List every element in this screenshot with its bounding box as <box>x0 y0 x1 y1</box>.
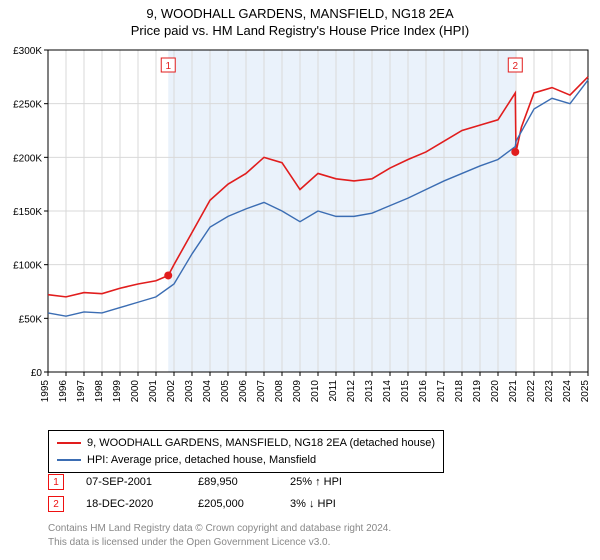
svg-text:2: 2 <box>512 61 518 72</box>
page-title: 9, WOODHALL GARDENS, MANSFIELD, NG18 2EA <box>0 6 600 21</box>
sale-date: 07-SEP-2001 <box>86 476 176 488</box>
svg-text:2009: 2009 <box>292 380 303 403</box>
page-subtitle: Price paid vs. HM Land Registry's House … <box>0 23 600 38</box>
svg-text:2002: 2002 <box>166 380 177 403</box>
svg-text:2016: 2016 <box>418 380 429 403</box>
svg-text:2013: 2013 <box>364 380 375 403</box>
svg-text:1996: 1996 <box>58 380 69 403</box>
svg-text:2019: 2019 <box>472 380 483 403</box>
legend-item: HPI: Average price, detached house, Mans… <box>57 452 435 469</box>
sale-price: £89,950 <box>198 476 268 488</box>
svg-text:2018: 2018 <box>454 380 465 403</box>
svg-text:£0: £0 <box>31 368 43 379</box>
sale-row: 1 07-SEP-2001 £89,950 25% ↑ HPI <box>48 474 380 490</box>
svg-text:2014: 2014 <box>382 380 393 403</box>
svg-text:2025: 2025 <box>580 380 591 403</box>
legend-item: 9, WOODHALL GARDENS, MANSFIELD, NG18 2EA… <box>57 435 435 452</box>
svg-text:1999: 1999 <box>112 380 123 403</box>
svg-text:2008: 2008 <box>274 380 285 403</box>
svg-text:£150K: £150K <box>13 207 42 218</box>
price-chart: £0 £50K £100K £150K £200K £250K £300K 1995 1996 1… <box>0 42 600 422</box>
sale-rows: 1 07-SEP-2001 £89,950 25% ↑ HPI 2 18-DEC-2020… <box>48 474 380 518</box>
svg-text:1997: 1997 <box>76 380 87 403</box>
sale-marker: 1 <box>48 474 64 490</box>
svg-text:2007: 2007 <box>256 380 267 403</box>
svg-text:2004: 2004 <box>202 380 213 403</box>
sale-pct: 3% ↓ HPI <box>290 498 380 510</box>
svg-text:£300K: £300K <box>13 46 42 57</box>
svg-text:2012: 2012 <box>346 380 357 403</box>
svg-text:2006: 2006 <box>238 380 249 403</box>
legend: 9, WOODHALL GARDENS, MANSFIELD, NG18 2EA… <box>48 430 444 473</box>
svg-text:1998: 1998 <box>94 380 105 403</box>
svg-text:2000: 2000 <box>130 380 141 403</box>
legend-swatch <box>57 459 81 461</box>
svg-text:2003: 2003 <box>184 380 195 403</box>
attribution: Contains HM Land Registry data © Crown c… <box>48 522 391 549</box>
sale-row: 2 18-DEC-2020 £205,000 3% ↓ HPI <box>48 496 380 512</box>
svg-text:2020: 2020 <box>490 380 501 403</box>
svg-text:£50K: £50K <box>19 314 43 325</box>
attribution-line: Contains HM Land Registry data © Crown c… <box>48 522 391 536</box>
sale-pct: 25% ↑ HPI <box>290 476 380 488</box>
svg-text:2011: 2011 <box>328 380 339 402</box>
svg-text:£250K: £250K <box>13 100 42 111</box>
svg-text:2017: 2017 <box>436 380 447 403</box>
svg-text:2005: 2005 <box>220 380 231 403</box>
svg-text:2015: 2015 <box>400 380 411 403</box>
svg-text:2024: 2024 <box>562 380 573 403</box>
sale-price: £205,000 <box>198 498 268 510</box>
legend-label: 9, WOODHALL GARDENS, MANSFIELD, NG18 2EA… <box>87 435 435 452</box>
svg-text:£200K: £200K <box>13 153 42 164</box>
svg-text:£100K: £100K <box>13 261 42 272</box>
svg-text:2023: 2023 <box>544 380 555 403</box>
legend-label: HPI: Average price, detached house, Mans… <box>87 452 316 469</box>
svg-text:2010: 2010 <box>310 380 321 403</box>
svg-text:2001: 2001 <box>148 380 159 403</box>
svg-text:2022: 2022 <box>526 380 537 403</box>
svg-text:1995: 1995 <box>40 380 51 403</box>
svg-text:1: 1 <box>165 61 171 72</box>
sale-marker: 2 <box>48 496 64 512</box>
svg-text:2021: 2021 <box>508 380 519 403</box>
sale-date: 18-DEC-2020 <box>86 498 176 510</box>
chart-svg: £0 £50K £100K £150K £200K £250K £300K 1995 1996 1… <box>0 42 600 422</box>
attribution-line: This data is licensed under the Open Gov… <box>48 536 391 550</box>
legend-swatch <box>57 442 81 444</box>
